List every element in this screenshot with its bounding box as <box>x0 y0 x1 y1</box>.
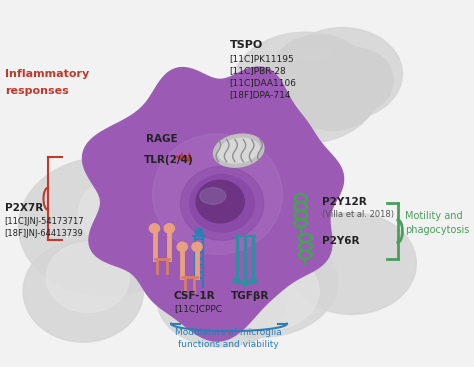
Ellipse shape <box>218 252 319 330</box>
Ellipse shape <box>23 240 144 342</box>
Text: [11C]CPPC: [11C]CPPC <box>174 304 222 313</box>
Text: Motility and: Motility and <box>405 211 463 221</box>
Ellipse shape <box>282 28 402 120</box>
Ellipse shape <box>196 180 244 223</box>
Ellipse shape <box>213 134 264 167</box>
Ellipse shape <box>177 242 187 251</box>
Text: P2Y6R: P2Y6R <box>322 236 359 246</box>
Text: phagocytosis: phagocytosis <box>405 225 470 235</box>
Ellipse shape <box>227 60 328 143</box>
Ellipse shape <box>181 166 264 240</box>
Text: [11C]PBR-28: [11C]PBR-28 <box>229 66 286 76</box>
Text: P2X7R: P2X7R <box>5 203 43 213</box>
Text: CSF-1R: CSF-1R <box>174 291 216 301</box>
Ellipse shape <box>271 35 367 113</box>
Ellipse shape <box>268 48 352 113</box>
Ellipse shape <box>79 176 171 250</box>
Ellipse shape <box>192 242 202 251</box>
Ellipse shape <box>149 224 160 233</box>
Text: TGFβR: TGFβR <box>231 291 270 301</box>
Text: responses: responses <box>5 86 68 96</box>
Ellipse shape <box>218 138 259 163</box>
Ellipse shape <box>319 48 393 113</box>
Ellipse shape <box>46 242 129 313</box>
Text: TLR(2/4): TLR(2/4) <box>144 155 193 165</box>
Polygon shape <box>82 67 344 341</box>
Text: [18F]JNJ-64413739: [18F]JNJ-64413739 <box>5 229 83 238</box>
Text: Modulators of microglia: Modulators of microglia <box>175 328 282 337</box>
Ellipse shape <box>200 188 226 204</box>
Circle shape <box>195 228 202 236</box>
Ellipse shape <box>190 175 255 232</box>
Text: [11C]PK11195: [11C]PK11195 <box>229 54 294 63</box>
Text: [18F]DPA-714: [18F]DPA-714 <box>229 91 291 99</box>
Ellipse shape <box>287 212 416 315</box>
Text: Inflammatory: Inflammatory <box>5 69 89 79</box>
Ellipse shape <box>231 32 379 143</box>
Text: RAGE: RAGE <box>146 134 178 144</box>
Text: [11C]JNJ-54173717: [11C]JNJ-54173717 <box>5 217 84 226</box>
Ellipse shape <box>157 254 287 347</box>
Ellipse shape <box>164 224 174 233</box>
Ellipse shape <box>18 157 194 296</box>
Text: functions and viability: functions and viability <box>178 340 279 349</box>
Ellipse shape <box>181 226 337 338</box>
Text: P2Y12R: P2Y12R <box>322 197 367 207</box>
Text: [11C]DAA1106: [11C]DAA1106 <box>229 79 296 87</box>
Ellipse shape <box>289 60 377 130</box>
Ellipse shape <box>252 58 322 117</box>
Text: (Villa et al. 2018): (Villa et al. 2018) <box>322 210 394 219</box>
Polygon shape <box>153 134 282 254</box>
Text: TSPO: TSPO <box>229 40 263 50</box>
